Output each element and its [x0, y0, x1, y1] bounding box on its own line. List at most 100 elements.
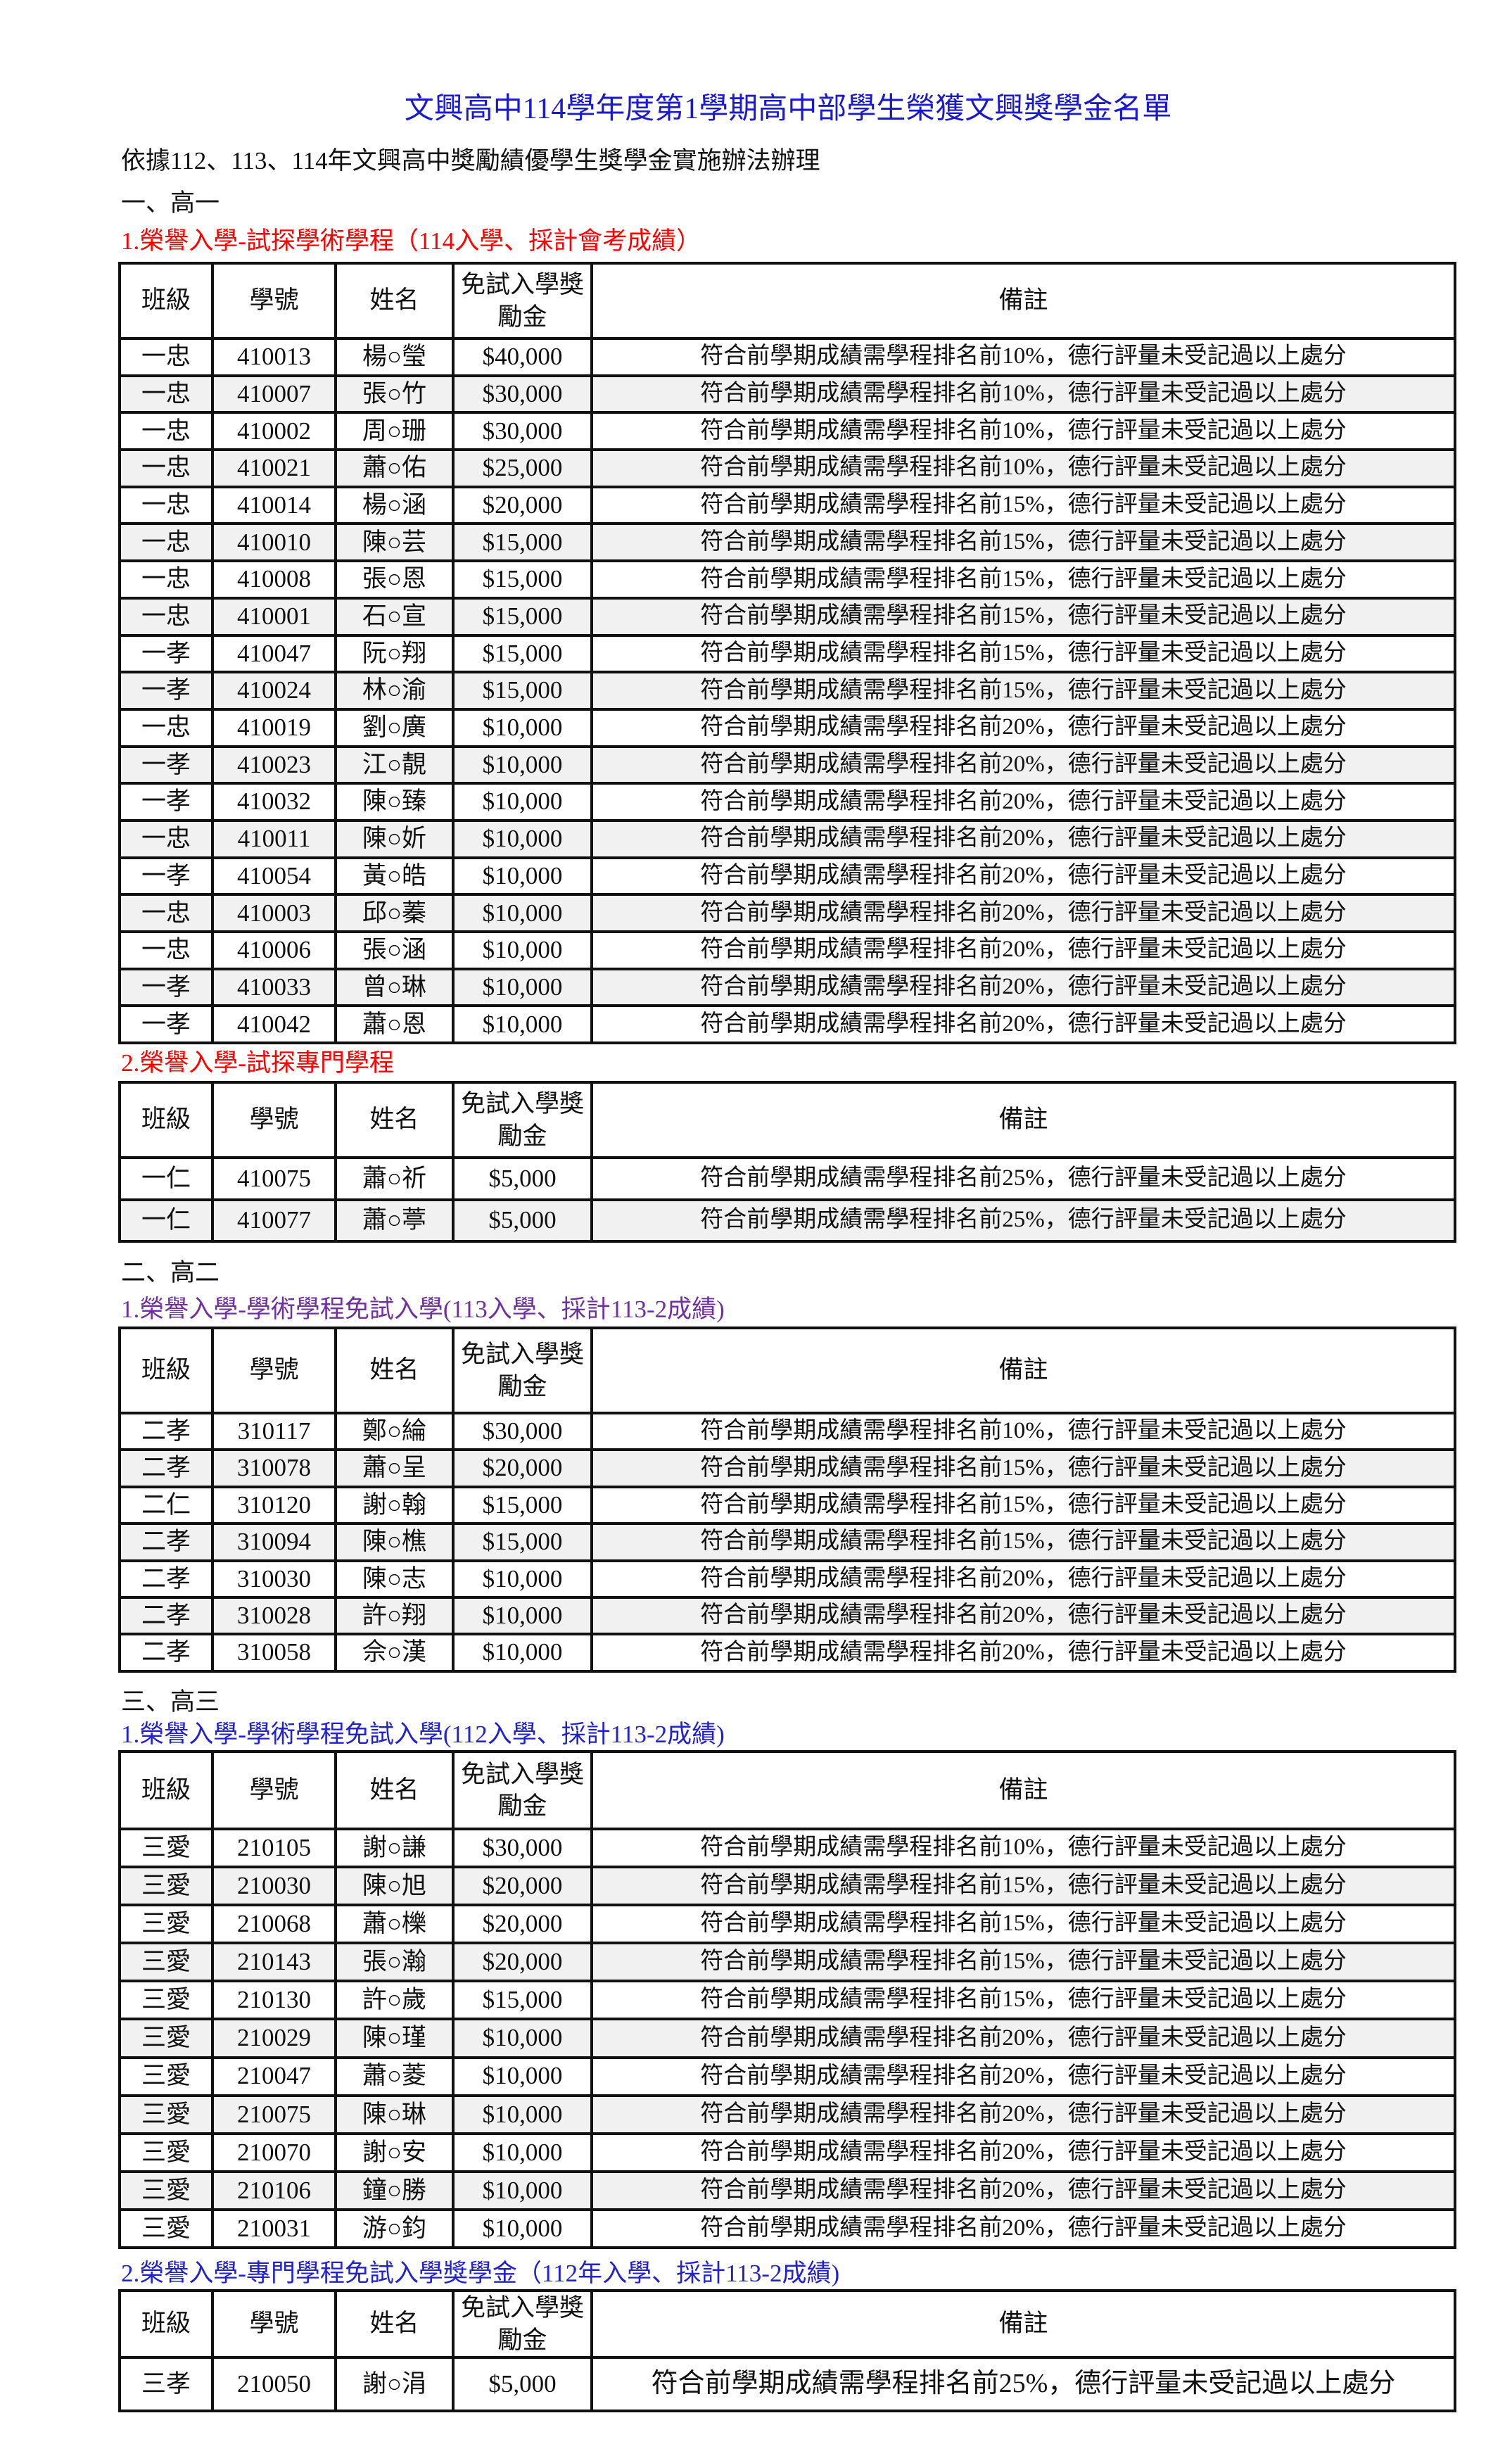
cell-name: 張○瀚 [334, 1942, 455, 1983]
table-row: 一忠 410008 張○恩 $15,000 符合前學期成績需學程排名前15%，德行評量未… [118, 559, 1456, 600]
cell-remark: 符合前學期成績需學程排名前10%，德行評量未受記過以上處分 [590, 337, 1456, 377]
cell-student-id: 310117 [211, 1411, 337, 1452]
cell-class: 三愛 [118, 2208, 214, 2250]
cell-class: 一忠 [118, 374, 214, 414]
cell-student-id: 410002 [211, 411, 337, 452]
cell-amount: $10,000 [452, 893, 593, 933]
header-class: 班級 [118, 1750, 214, 1830]
cell-amount: $10,000 [452, 930, 593, 970]
cell-name: 陳○志 [334, 1559, 455, 1599]
cell-remark: 符合前學期成績需學程排名前20%，德行評量未受記過以上處分 [590, 1004, 1456, 1045]
cell-name: 阮○翔 [334, 633, 455, 674]
cell-remark: 符合前學期成績需學程排名前15%，德行評量未受記過以上處分 [590, 1448, 1456, 1488]
header-name: 姓名 [334, 262, 455, 340]
cell-name: 江○靚 [334, 745, 455, 785]
cell-remark: 符合前學期成績需學程排名前20%，德行評量未受記過以上處分 [590, 2208, 1456, 2250]
cell-name: 鐘○勝 [334, 2170, 455, 2211]
cell-amount: $10,000 [452, 1004, 593, 1045]
cell-remark: 符合前學期成績需學程排名前20%，德行評量未受記過以上處分 [590, 2132, 1456, 2173]
table-row: 三愛 210105 謝○謙 $30,000 符合前學期成績需學程排名前10%，德行評量未… [118, 1827, 1456, 1869]
cell-student-id: 310030 [211, 1559, 337, 1599]
cell-remark: 符合前學期成績需學程排名前15%，德行評量未受記過以上處分 [590, 1522, 1456, 1562]
cell-student-id: 210029 [211, 2018, 337, 2059]
cell-class: 二孝 [118, 1559, 214, 1599]
cell-class: 三愛 [118, 2056, 214, 2097]
cell-remark: 符合前學期成績需學程排名前20%，德行評量未受記過以上處分 [590, 1559, 1456, 1599]
cell-student-id: 210105 [211, 1827, 337, 1869]
header-amount: 免試入學獎勵金 [452, 262, 593, 340]
header-student-id: 學號 [211, 1081, 337, 1159]
cell-amount: $10,000 [452, 2094, 593, 2135]
table-row: 一孝 410023 江○靚 $10,000 符合前學期成績需學程排名前20%，德行評量未… [118, 745, 1456, 785]
cell-name: 陳○樵 [334, 1522, 455, 1562]
cell-remark: 符合前學期成績需學程排名前10%，德行評量未受記過以上處分 [590, 411, 1456, 452]
cell-student-id: 310120 [211, 1485, 337, 1526]
cell-remark: 符合前學期成績需學程排名前25%，德行評量未受記過以上處分 [590, 1156, 1456, 1201]
cell-remark: 符合前學期成績需學程排名前20%，德行評量未受記過以上處分 [590, 782, 1456, 822]
cell-name: 蕭○呈 [334, 1448, 455, 1488]
scholarship-table-g3-vocational: 班級 學號 姓名 免試入學獎勵金 備註 三孝 210050 謝○涓 $5,000 符合前學期成績需… [118, 2289, 1456, 2412]
cell-amount: $20,000 [452, 1448, 593, 1488]
table-row: 一忠 410007 張○竹 $30,000 符合前學期成績需學程排名前10%，德行評量未… [118, 374, 1456, 414]
cell-student-id: 410010 [211, 522, 337, 563]
cell-student-id: 410001 [211, 596, 337, 637]
cell-student-id: 410033 [211, 967, 337, 1008]
table-row: 三愛 210143 張○瀚 $20,000 符合前學期成績需學程排名前15%，德行評量未… [118, 1942, 1456, 1983]
cell-name: 石○宣 [334, 596, 455, 637]
cell-student-id: 410021 [211, 448, 337, 488]
cell-amount: $40,000 [452, 337, 593, 377]
cell-amount: $5,000 [452, 2356, 593, 2412]
cell-student-id: 410024 [211, 671, 337, 711]
cell-amount: $15,000 [452, 671, 593, 711]
cell-amount: $30,000 [452, 1827, 593, 1869]
cell-amount: $10,000 [452, 782, 593, 822]
cell-class: 一忠 [118, 893, 214, 933]
cell-remark: 符合前學期成績需學程排名前25%，德行評量未受記過以上處分 [590, 2356, 1456, 2412]
cell-student-id: 410054 [211, 856, 337, 897]
cell-remark: 符合前學期成績需學程排名前20%，德行評量未受記過以上處分 [590, 1595, 1456, 1636]
cell-name: 謝○翰 [334, 1485, 455, 1526]
table-row: 三愛 210106 鐘○勝 $10,000 符合前學期成績需學程排名前20%，德行評量未… [118, 2170, 1456, 2211]
cell-amount: $10,000 [452, 967, 593, 1008]
header-row: 班級 學號 姓名 免試入學獎勵金 備註 [118, 2289, 1456, 2359]
cell-class: 一忠 [118, 522, 214, 563]
cell-student-id: 210070 [211, 2132, 337, 2173]
cell-name: 林○渝 [334, 671, 455, 711]
cell-amount: $10,000 [452, 745, 593, 785]
table-row: 一忠 410014 楊○涵 $20,000 符合前學期成績需學程排名前15%，德行評量未… [118, 485, 1456, 526]
header-row: 班級 學號 姓名 免試入學獎勵金 備註 [118, 1327, 1456, 1414]
table-row: 三愛 210029 陳○瑾 $10,000 符合前學期成績需學程排名前20%，德行評量未… [118, 2018, 1456, 2059]
cell-remark: 符合前學期成績需學程排名前15%，德行評量未受記過以上處分 [590, 522, 1456, 563]
table-row: 三愛 210075 陳○琳 $10,000 符合前學期成績需學程排名前20%，德行評量未… [118, 2094, 1456, 2135]
cell-class: 一忠 [118, 559, 214, 600]
cell-student-id: 310028 [211, 1595, 337, 1636]
table-heading-g3-academic: 1.榮譽入學-學術學程免試入學(112入學、採計113-2成績) [121, 1721, 725, 1748]
cell-student-id: 210068 [211, 1904, 337, 1945]
cell-student-id: 410011 [211, 818, 337, 859]
cell-remark: 符合前學期成績需學程排名前15%，德行評量未受記過以上處分 [590, 596, 1456, 637]
cell-name: 蕭○葶 [334, 1198, 455, 1243]
cell-amount: $10,000 [452, 2170, 593, 2211]
header-class: 班級 [118, 2289, 214, 2359]
cell-student-id: 210047 [211, 2056, 337, 2097]
cell-class: 一忠 [118, 707, 214, 748]
scholarship-table-g1-academic: 班級 學號 姓名 免試入學獎勵金 備註 一忠 410013 楊○瑩 $40,000 符合前學期成績… [118, 262, 1456, 1045]
cell-name: 曾○琳 [334, 967, 455, 1008]
cell-class: 一孝 [118, 745, 214, 785]
table-row: 三孝 210050 謝○涓 $5,000 符合前學期成績需學程排名前25%，德行評量未受… [118, 2356, 1456, 2412]
cell-name: 謝○安 [334, 2132, 455, 2173]
cell-name: 劉○廣 [334, 707, 455, 748]
scholarship-table-g2-academic: 班級 學號 姓名 免試入學獎勵金 備註 二孝 310117 鄭○綸 $30,000 符合前學期成績… [118, 1327, 1456, 1673]
cell-class: 三愛 [118, 1866, 214, 1907]
header-remark: 備註 [590, 1750, 1456, 1830]
table-heading-g2-academic: 1.榮譽入學-學術學程免試入學(113入學、採計113-2成績) [121, 1296, 725, 1323]
table-row: 三愛 210070 謝○安 $10,000 符合前學期成績需學程排名前20%，德行評量未… [118, 2132, 1456, 2173]
cell-student-id: 410047 [211, 633, 337, 674]
cell-student-id: 410008 [211, 559, 337, 600]
cell-name: 張○涵 [334, 930, 455, 970]
table-heading-g1-vocational: 2.榮譽入學-試探專門學程 [121, 1049, 394, 1077]
cell-amount: $20,000 [452, 1904, 593, 1945]
cell-name: 張○恩 [334, 559, 455, 600]
cell-class: 一忠 [118, 596, 214, 637]
cell-class: 二孝 [118, 1595, 214, 1636]
